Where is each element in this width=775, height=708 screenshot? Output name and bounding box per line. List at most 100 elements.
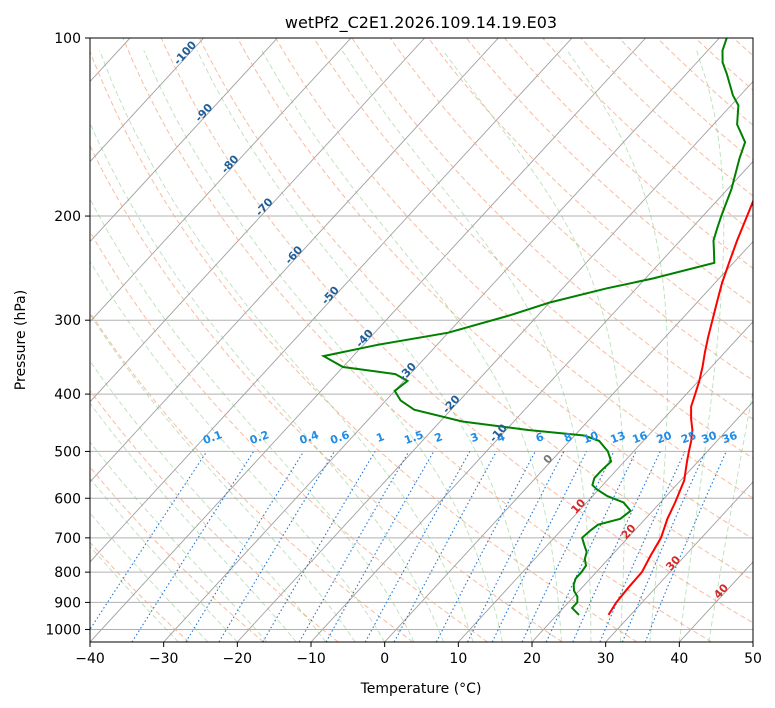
- x-tick-label: 0: [380, 651, 389, 667]
- mixing-ratio-label: 20: [655, 429, 674, 447]
- moist-adiabat: [90, 260, 386, 642]
- x-tick-label: −30: [149, 651, 179, 667]
- mixing-ratio-label: 25: [679, 429, 698, 446]
- x-tick-label: −20: [223, 651, 253, 667]
- isotherm-line: [90, 38, 426, 403]
- mixing-ratio-label: 13: [609, 429, 628, 446]
- isotherm-line: [310, 160, 753, 642]
- mixing-ratio-line: [364, 451, 471, 642]
- moist-adiabat: [90, 313, 356, 642]
- x-tick-label: 30: [597, 651, 615, 667]
- moist-adiabat: [566, 50, 669, 642]
- y-tick-label: 400: [54, 387, 81, 403]
- isotherm-line: [605, 481, 753, 642]
- moist-adiabat: [90, 512, 209, 642]
- x-axis-label: Temperature (°C): [360, 681, 482, 697]
- dry-adiabat: [90, 50, 638, 642]
- moist-adiabat: [341, 50, 592, 642]
- mixing-ratio-label: 8: [562, 430, 574, 445]
- y-tick-label: 900: [54, 595, 81, 611]
- dry-adiabat: [275, 38, 753, 499]
- isotherm-line: [90, 38, 499, 483]
- x-tick-label: −10: [296, 651, 326, 667]
- mixing-ratio-label: 0.4: [298, 428, 321, 447]
- mixing-ratio-line: [545, 451, 637, 642]
- isotherm-line: [752, 641, 753, 642]
- isotherm-line: [90, 38, 573, 563]
- dewpoint-line: [320, 38, 747, 616]
- mixing-ratio-label: 0.2: [248, 428, 271, 447]
- mixing-ratio-label: 0.6: [328, 428, 351, 447]
- mixing-ratio-line: [393, 451, 497, 642]
- mixing-ratio-line: [185, 451, 305, 642]
- isotherm-line: [90, 38, 647, 642]
- mixing-ratio-label: 4: [495, 430, 507, 445]
- isotherm-line: [237, 80, 753, 642]
- dry-adiabat: [122, 38, 712, 642]
- x-tick-label: 50: [744, 651, 762, 667]
- x-tick-label: 20: [523, 651, 541, 667]
- mixing-ratio-label: 1: [374, 430, 386, 445]
- dry-adiabat: [580, 38, 753, 197]
- mixing-ratio-label: 36: [720, 429, 739, 447]
- mixing-ratio-label: 10: [581, 429, 600, 447]
- mixing-ratio-label: 0.1: [201, 428, 224, 447]
- moist-adiabat: [708, 388, 753, 642]
- moist-adiabat: [261, 50, 562, 642]
- mixing-ratio-label: 30: [700, 429, 719, 447]
- isotherm-line: [458, 321, 753, 642]
- dry-adiabat: [389, 38, 753, 382]
- y-tick-label: 800: [54, 565, 81, 581]
- y-tick-label: 200: [54, 209, 81, 225]
- mixing-ratio-line: [218, 451, 335, 642]
- dry-adiabat: [351, 38, 753, 420]
- isotherm-line: [90, 38, 352, 323]
- dry-adiabat: [90, 389, 339, 642]
- moist-adiabat: [90, 360, 327, 642]
- mixing-ratio-line: [298, 451, 410, 642]
- chart-title: wetPf2_C2E1.2026.109.14.19.E03: [285, 13, 557, 33]
- mixing-ratio-label: 16: [631, 429, 650, 447]
- moist-adiabat: [90, 441, 268, 642]
- isotherm-line: [163, 38, 720, 642]
- y-tick-label: 600: [54, 491, 81, 507]
- dry-adiabat: [427, 38, 753, 344]
- mixing-ratio-line: [521, 451, 615, 642]
- moist-adiabat: [99, 50, 474, 642]
- moist-adiabat: [90, 122, 445, 642]
- isotherm-line: [531, 401, 753, 642]
- mixing-ratio-label: 3: [469, 430, 481, 445]
- mixing-ratio-line: [325, 451, 435, 642]
- moist-adiabat: [90, 477, 238, 642]
- dry-adiabat: [237, 38, 753, 540]
- x-tick-label: 10: [449, 651, 467, 667]
- mixing-ratio-line: [131, 451, 255, 642]
- mixing-ratio-label: 1.5: [402, 428, 425, 447]
- y-tick-label: 1000: [45, 622, 81, 638]
- moist-adiabat: [143, 50, 503, 642]
- isotherm-line: [384, 240, 753, 642]
- mixing-ratio-line: [262, 451, 376, 642]
- dry-adiabat: [90, 144, 563, 642]
- mixing-ratio-line: [644, 451, 727, 642]
- mixing-ratio-label: 2: [433, 430, 445, 445]
- y-tick-label: 300: [54, 313, 81, 329]
- moist-adiabat: [90, 545, 179, 642]
- isotherm-line: [90, 38, 278, 243]
- y-axis-label: Pressure (hPa): [13, 290, 29, 390]
- dry-adiabat: [198, 38, 753, 581]
- mixing-ratio-label: 6: [534, 430, 546, 445]
- dry-adiabat: [160, 38, 753, 624]
- moist-adiabat: [196, 50, 533, 642]
- plot-frame: [89, 37, 754, 643]
- isotherm-line: [90, 38, 205, 163]
- mixing-ratio-line: [572, 451, 661, 642]
- temperature-line: [607, 198, 753, 616]
- moist-adiabat: [678, 50, 725, 642]
- mixing-ratio-line: [621, 451, 706, 642]
- x-tick-label: −40: [75, 651, 105, 667]
- y-tick-label: 700: [54, 531, 81, 547]
- y-tick-label: 500: [54, 444, 81, 460]
- mixing-ratio-line: [491, 451, 588, 642]
